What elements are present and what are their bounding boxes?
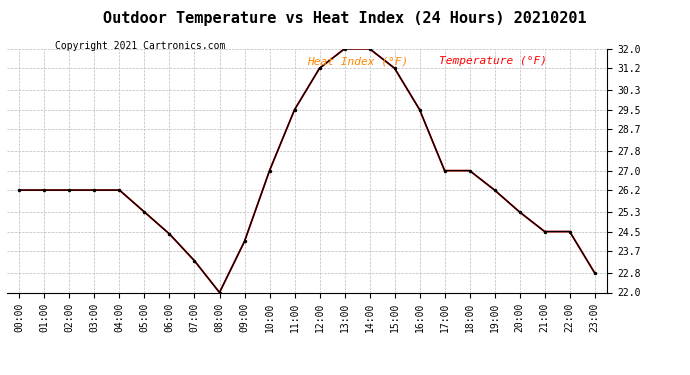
- Text: Heat Index (°F): Heat Index (°F): [307, 56, 408, 66]
- Text: Outdoor Temperature vs Heat Index (24 Hours) 20210201: Outdoor Temperature vs Heat Index (24 Ho…: [104, 11, 586, 26]
- Text: Copyright 2021 Cartronics.com: Copyright 2021 Cartronics.com: [55, 41, 226, 51]
- Text: Temperature (°F): Temperature (°F): [439, 56, 547, 66]
